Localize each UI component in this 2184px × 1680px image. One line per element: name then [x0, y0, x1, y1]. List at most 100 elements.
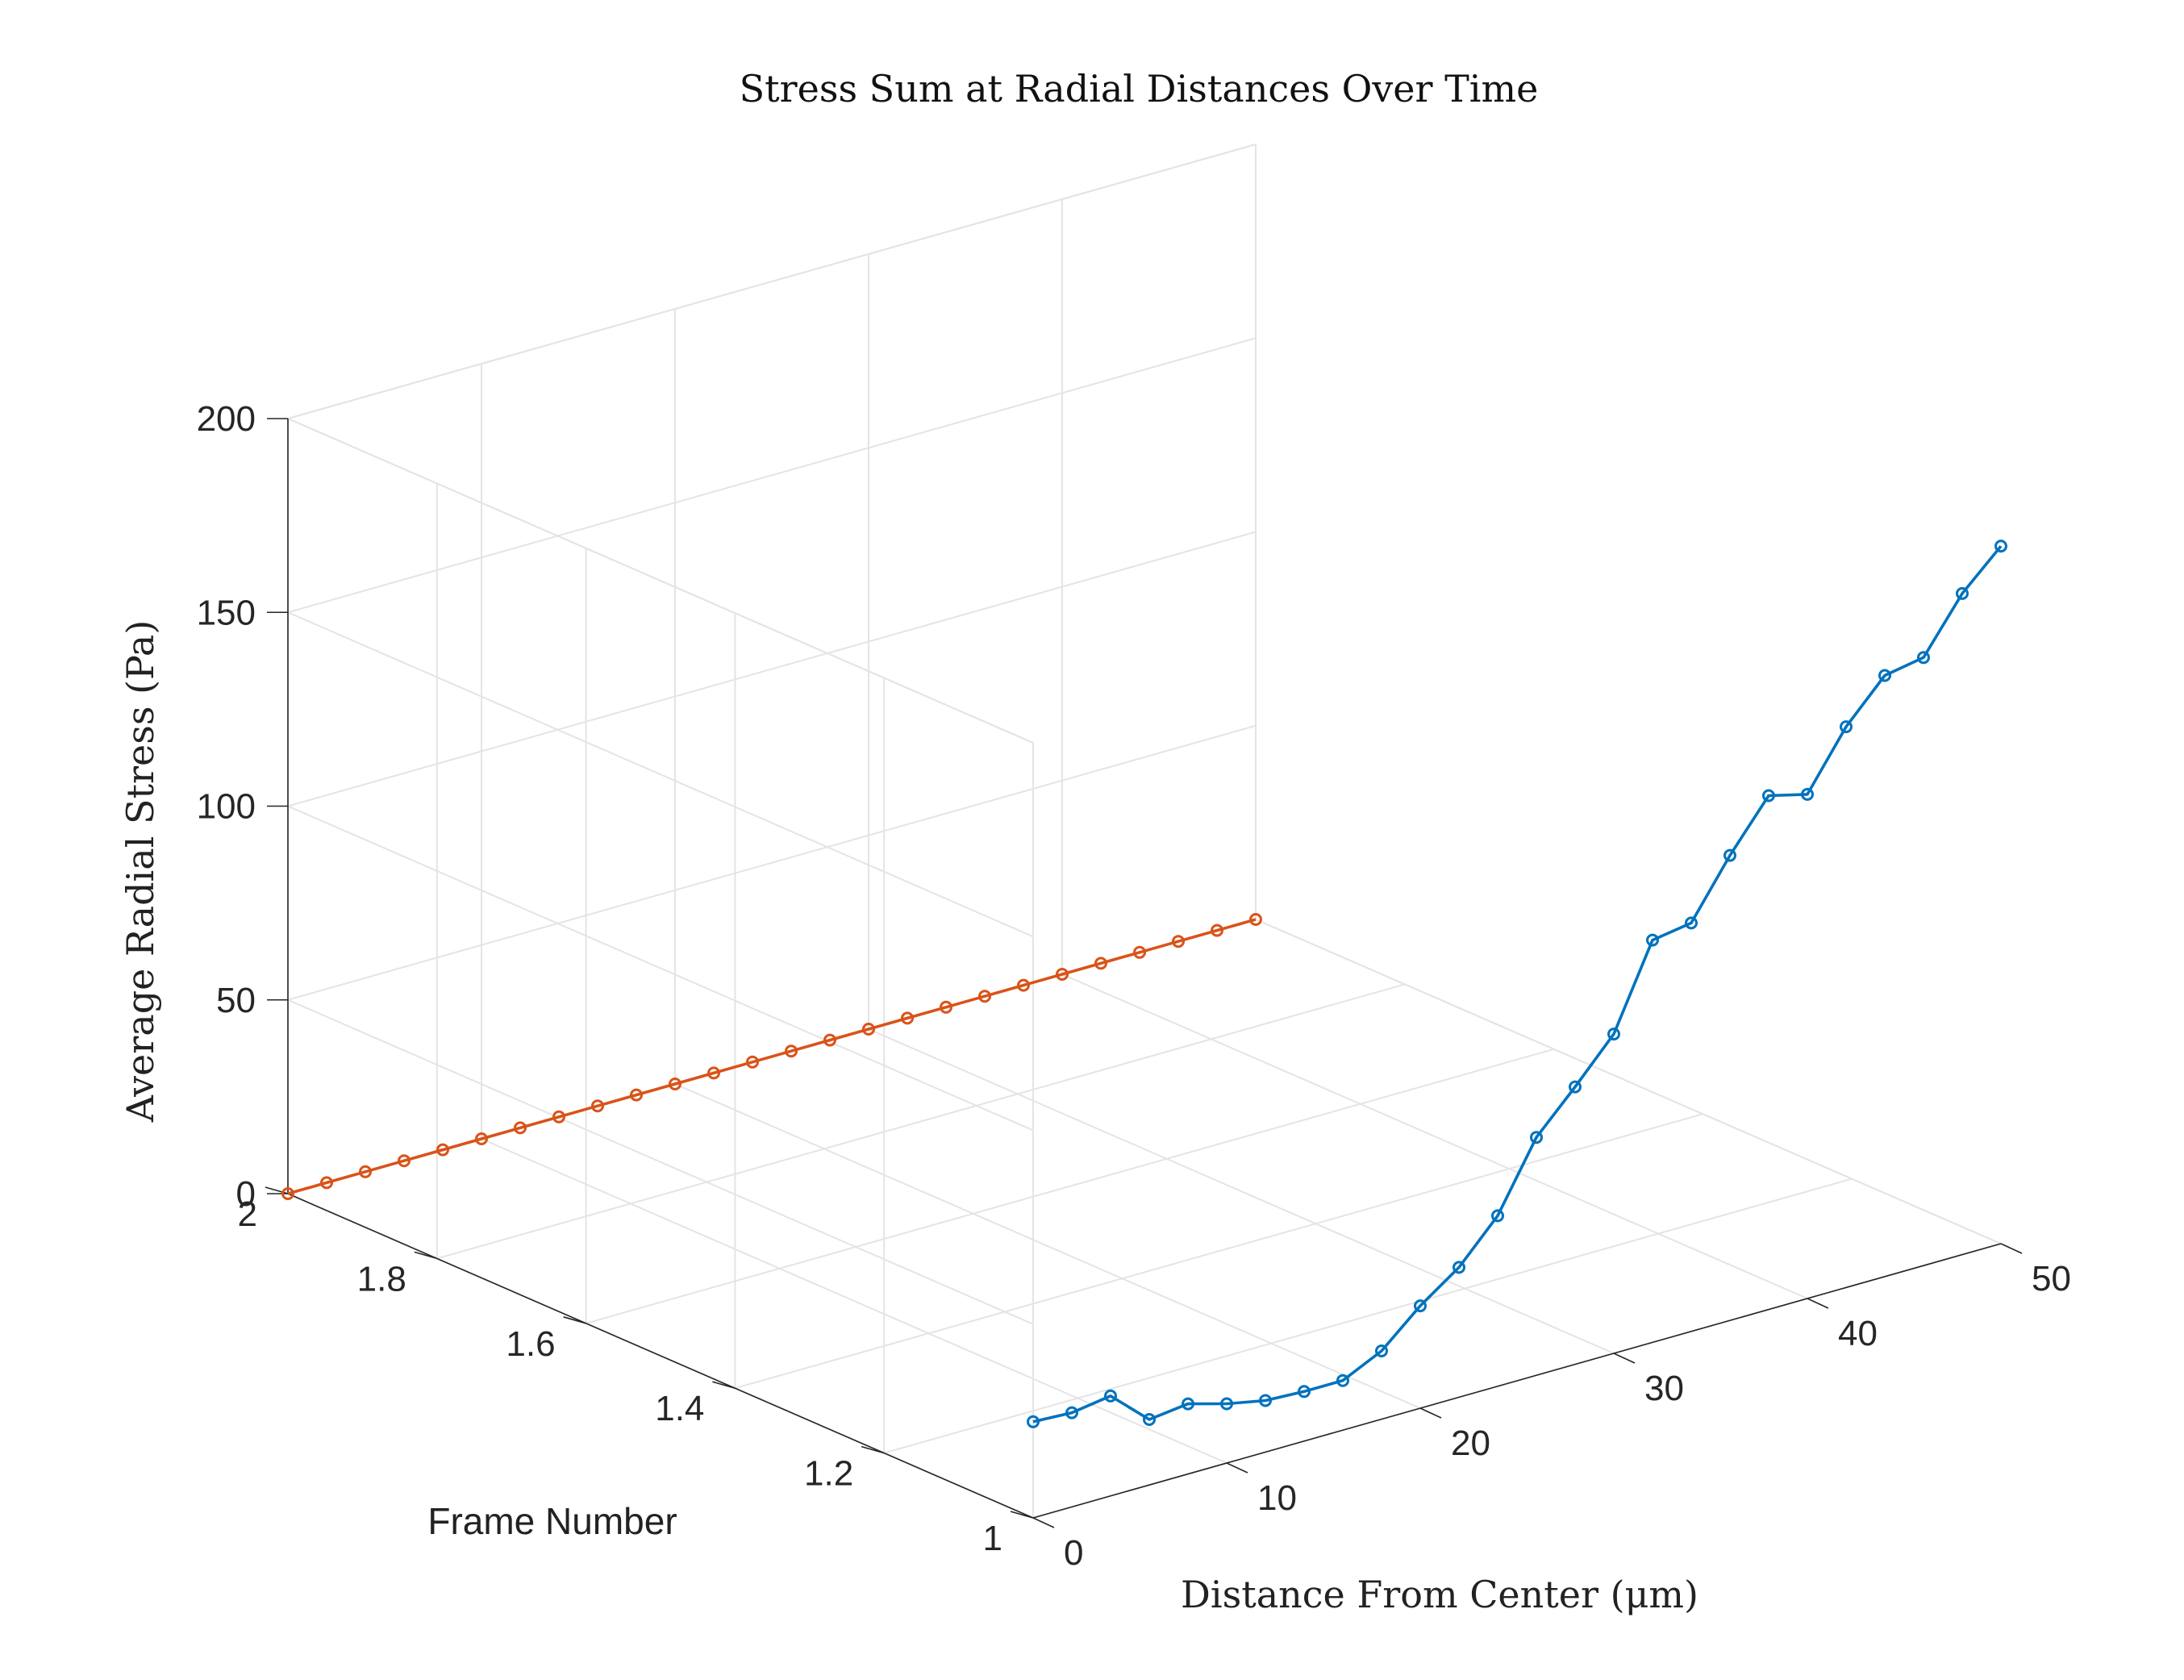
data-point-frame-2 [475, 1132, 488, 1145]
data-point-frame-1 [1336, 1374, 1349, 1387]
x-tick-mark [1226, 1462, 1248, 1474]
grid-line-z-sidewall [287, 611, 1034, 938]
data-point-frame-2 [398, 1154, 411, 1168]
y-tick-label: 2 [238, 1194, 257, 1234]
grid-line-x-floor [1061, 973, 1808, 1299]
x-tick-mark [2000, 1243, 2023, 1254]
y-axis-label: Frame Number [427, 1500, 677, 1542]
grid-line-z-sidewall [287, 998, 1034, 1325]
y-tick-label: 1.4 [655, 1389, 704, 1428]
data-point-frame-1 [1220, 1397, 1233, 1411]
series-layer [281, 540, 2007, 1428]
data-point-frame-1 [1530, 1131, 1543, 1144]
data-point-frame-1 [1298, 1385, 1311, 1399]
data-point-frame-2 [1133, 945, 1146, 959]
z-axis-label: Average Radial Stress (Pa) [119, 620, 162, 1123]
y-tick-mark [414, 1251, 438, 1260]
data-point-frame-1 [1569, 1080, 1582, 1094]
x-axis-label: Distance From Center (μm) [1181, 1573, 1698, 1616]
data-point-frame-1 [1143, 1413, 1156, 1426]
y-tick-mark [861, 1445, 885, 1454]
grid-line-z-sidewall [287, 418, 1034, 744]
data-point-frame-2 [359, 1165, 372, 1178]
data-point-frame-2 [901, 1011, 914, 1025]
grid-line-x-floor [868, 1028, 1615, 1354]
x-axis-line [1032, 1243, 2002, 1519]
data-point-frame-1 [1027, 1415, 1040, 1428]
data-point-frame-2 [1249, 913, 1262, 926]
y-tick-mark [563, 1316, 586, 1324]
grid-line-y-floor [883, 1178, 1853, 1454]
x-tick-mark [1613, 1353, 1636, 1364]
grid-line-y-floor [436, 983, 1406, 1260]
data-point-frame-1 [1104, 1389, 1117, 1403]
data-point-frame-2 [978, 990, 991, 1003]
data-point-frame-2 [823, 1033, 836, 1047]
data-point-frame-1 [1182, 1397, 1194, 1411]
data-point-frame-1 [1607, 1028, 1620, 1041]
data-point-frame-2 [1056, 968, 1069, 981]
data-point-frame-1 [1762, 789, 1775, 802]
data-point-frame-2 [940, 1000, 952, 1014]
x-tick-label: 40 [1838, 1314, 1878, 1353]
data-point-frame-2 [785, 1044, 798, 1058]
data-point-frame-2 [1172, 935, 1185, 948]
grid-line-y-floor [586, 1048, 1554, 1324]
x-tick-mark [1807, 1298, 1829, 1309]
data-point-frame-1 [1878, 669, 1891, 682]
data-point-frame-2 [630, 1088, 643, 1102]
data-point-frame-1 [1414, 1299, 1427, 1313]
data-point-frame-2 [591, 1099, 604, 1113]
x-tick-mark [1032, 1517, 1055, 1528]
y-tick-mark [1010, 1511, 1034, 1519]
y-tick-mark [712, 1381, 736, 1389]
y-tick-label: 1.6 [506, 1324, 555, 1364]
x-tick-label: 20 [1451, 1424, 1490, 1463]
z-tick-label: 150 [197, 593, 256, 632]
data-point-frame-2 [1094, 957, 1107, 970]
x-tick-mark [1419, 1407, 1442, 1419]
data-point-frame-2 [707, 1066, 720, 1080]
grid-line-z-backwall [287, 724, 1257, 1001]
x-tick-label: 50 [2032, 1259, 2071, 1299]
y-tick-mark [265, 1186, 289, 1194]
series-line-frame-2 [287, 918, 1257, 1195]
x-tick-label: 0 [1064, 1533, 1083, 1573]
data-point-frame-1 [1956, 586, 1969, 600]
data-point-frame-1 [1065, 1406, 1078, 1419]
data-point-frame-1 [1259, 1394, 1272, 1407]
data-point-frame-2 [746, 1055, 759, 1069]
data-point-frame-2 [320, 1176, 333, 1190]
data-point-frame-1 [1685, 916, 1698, 930]
grid-line-x-floor [674, 1083, 1421, 1409]
grid-line-x-floor [481, 1138, 1227, 1464]
data-point-frame-1 [1994, 540, 2007, 553]
data-point-frame-2 [862, 1023, 875, 1036]
data-point-frame-1 [1453, 1261, 1465, 1274]
z-tick-label: 200 [197, 399, 256, 439]
y-tick-label: 1.8 [357, 1259, 406, 1299]
y-axis-line [287, 1193, 1034, 1519]
z-tick-label: 100 [197, 787, 256, 827]
grid-line-z-backwall [287, 531, 1257, 807]
data-point-frame-2 [436, 1143, 449, 1157]
data-point-frame-2 [281, 1187, 294, 1200]
series-line-frame-1 [1032, 544, 2003, 1424]
data-point-frame-1 [1646, 933, 1659, 947]
chart-title: Stress Sum at Radial Distances Over Time [740, 67, 1539, 110]
data-point-frame-2 [1017, 978, 1030, 992]
grid-line-x-floor [1255, 919, 2002, 1244]
x-tick-label: 10 [1257, 1478, 1297, 1518]
data-point-frame-2 [1211, 923, 1223, 937]
data-point-frame-1 [1840, 720, 1853, 734]
data-point-frame-1 [1801, 787, 1814, 801]
grid-line-z-backwall [287, 144, 1257, 419]
data-point-frame-2 [514, 1121, 527, 1135]
y-tick-label: 1.2 [804, 1454, 853, 1494]
grid-line-y-floor [735, 1113, 1703, 1390]
data-point-frame-1 [1917, 651, 1930, 665]
grid-line-z-sidewall [287, 805, 1034, 1132]
